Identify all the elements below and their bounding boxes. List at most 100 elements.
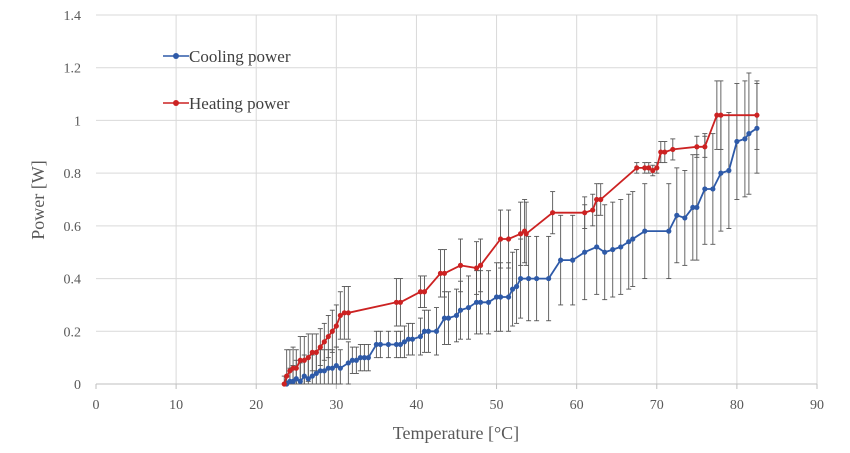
data-point-heating <box>718 112 724 118</box>
data-point-cooling <box>349 357 355 363</box>
data-point-heating <box>441 270 448 276</box>
data-point-cooling <box>610 246 616 253</box>
y-tick-label: 0.2 <box>64 325 82 340</box>
x-tick-label: 30 <box>329 398 343 413</box>
data-point-cooling <box>357 355 363 361</box>
data-point-cooling <box>297 378 303 384</box>
data-point-cooling <box>457 307 464 313</box>
legend-label-cooling: Cooling power <box>189 47 291 66</box>
data-point-cooling <box>558 257 564 263</box>
data-point-cooling <box>690 204 696 211</box>
data-point-heating <box>301 357 307 363</box>
data-point-cooling <box>313 370 319 377</box>
data-point-cooling <box>333 362 339 369</box>
series-group <box>281 112 760 387</box>
data-point-heating <box>281 381 287 387</box>
data-point-cooling <box>337 365 343 371</box>
data-point-cooling <box>345 360 351 366</box>
data-point-cooling <box>401 339 408 345</box>
data-point-heating <box>517 231 524 237</box>
data-point-cooling <box>497 294 504 300</box>
data-point-heating <box>650 167 656 174</box>
data-point-cooling <box>301 373 307 379</box>
data-point-cooling <box>409 336 416 342</box>
data-point-heating <box>694 144 700 150</box>
y-tick-label: 0.4 <box>64 273 82 288</box>
data-point-cooling <box>365 355 371 361</box>
data-point-cooling <box>546 275 552 282</box>
data-point-cooling <box>441 315 448 321</box>
data-point-heating <box>582 210 588 216</box>
data-point-cooling <box>433 328 440 334</box>
x-tick-label: 70 <box>650 398 664 413</box>
x-tick-label: 20 <box>249 398 263 413</box>
data-point-heating <box>642 165 648 171</box>
x-axis-label: Temperature [°C] <box>393 423 519 443</box>
data-point-heating <box>594 196 600 203</box>
data-point-cooling <box>377 341 383 348</box>
data-point-cooling <box>473 299 480 305</box>
data-point-cooling <box>718 170 724 176</box>
data-point-cooling <box>754 125 760 131</box>
data-point-cooling <box>425 328 432 334</box>
x-tick-label: 40 <box>409 398 423 413</box>
data-point-heating <box>670 146 676 153</box>
data-point-cooling <box>526 275 532 282</box>
data-point-heating <box>293 365 299 371</box>
data-point-heating <box>714 112 720 118</box>
data-point-heating <box>345 310 351 316</box>
data-point-cooling <box>505 294 512 300</box>
data-point-heating <box>333 323 339 329</box>
data-point-heating <box>437 270 444 276</box>
axes <box>95 383 818 389</box>
data-point-heating <box>417 289 424 295</box>
y-tick-label: 0.8 <box>64 167 82 182</box>
data-point-cooling <box>321 368 327 374</box>
data-point-cooling <box>453 312 460 319</box>
data-point-cooling <box>309 373 315 379</box>
data-point-heating <box>754 112 760 118</box>
data-point-cooling <box>674 212 680 218</box>
data-point-heating <box>646 165 652 171</box>
legend-label-heating: Heating power <box>189 94 290 113</box>
data-point-cooling <box>694 204 700 211</box>
data-point-heating <box>658 149 664 155</box>
x-tick-label: 10 <box>169 398 183 413</box>
data-point-cooling <box>534 275 540 282</box>
x-tick-label: 60 <box>570 398 584 413</box>
data-point-cooling <box>630 236 636 242</box>
y-tick-label: 1.2 <box>64 62 82 77</box>
data-point-cooling <box>742 136 748 142</box>
data-point-cooling <box>702 186 708 192</box>
y-axis-label: Power [W] <box>28 160 48 239</box>
data-point-cooling <box>373 341 379 348</box>
data-point-cooling <box>682 215 688 221</box>
data-point-cooling <box>353 357 359 363</box>
data-point-cooling <box>517 275 524 282</box>
data-point-heating <box>397 299 404 305</box>
legend-marker-cooling <box>173 53 179 59</box>
data-point-cooling <box>385 341 392 348</box>
data-point-heating <box>497 236 504 242</box>
error-bars <box>281 72 760 385</box>
data-point-cooling <box>626 239 632 245</box>
y-tick-label: 1 <box>74 114 81 129</box>
y-tick-label: 0 <box>74 378 81 393</box>
data-point-cooling <box>509 286 516 292</box>
data-point-cooling <box>666 228 672 234</box>
series-line-cooling <box>286 127 758 385</box>
data-point-cooling <box>325 365 331 371</box>
data-point-heating <box>337 312 343 319</box>
data-point-cooling <box>734 138 740 145</box>
data-point-cooling <box>397 341 404 348</box>
data-point-heating <box>598 196 604 203</box>
data-point-cooling <box>329 365 335 371</box>
data-point-cooling <box>570 257 576 263</box>
data-point-cooling <box>317 368 323 374</box>
data-point-cooling <box>710 186 716 192</box>
y-tick-label: 1.4 <box>64 9 82 24</box>
data-point-cooling <box>393 341 400 348</box>
data-point-cooling <box>421 328 428 334</box>
legend: Cooling power Heating power <box>163 47 291 113</box>
x-tick-label: 80 <box>730 398 744 413</box>
